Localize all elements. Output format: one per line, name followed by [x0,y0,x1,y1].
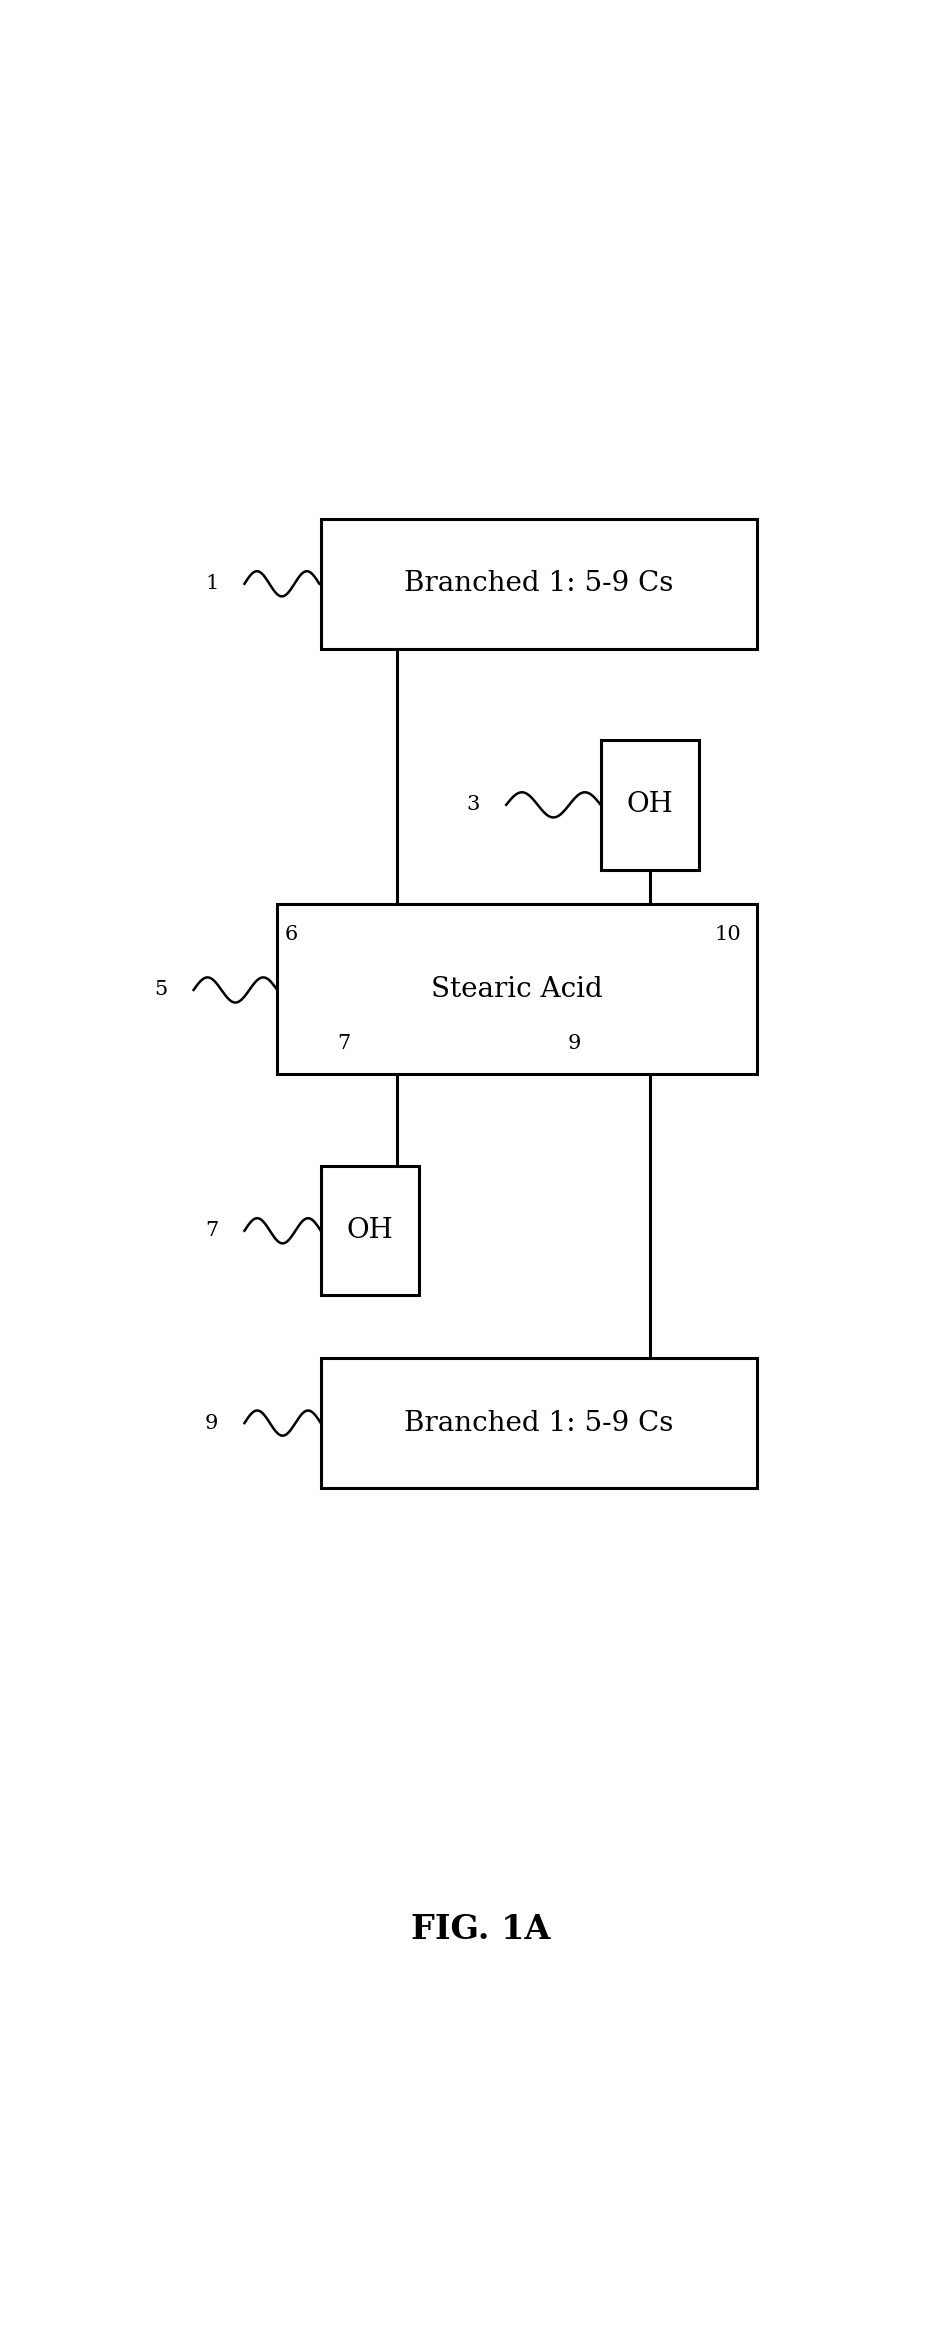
Text: 3: 3 [467,796,480,815]
Text: 9: 9 [568,1034,582,1053]
Text: 1: 1 [205,574,219,593]
Text: OH: OH [346,1218,393,1244]
Text: Branched 1: 5-9 Cs: Branched 1: 5-9 Cs [404,569,673,598]
Text: Branched 1: 5-9 Cs: Branched 1: 5-9 Cs [404,1410,673,1438]
Text: 7: 7 [205,1221,219,1239]
FancyBboxPatch shape [321,1358,757,1487]
Text: OH: OH [627,791,673,819]
Text: 9: 9 [205,1414,219,1433]
Text: 7: 7 [338,1034,351,1053]
Text: 10: 10 [715,924,742,943]
Text: 5: 5 [154,980,168,999]
FancyBboxPatch shape [321,518,757,649]
FancyBboxPatch shape [600,740,699,871]
Text: FIG. 1A: FIG. 1A [411,1914,551,1947]
FancyBboxPatch shape [321,1167,419,1295]
Text: 6: 6 [285,924,298,943]
Text: Stearic Acid: Stearic Acid [431,976,603,1004]
FancyBboxPatch shape [278,903,757,1074]
